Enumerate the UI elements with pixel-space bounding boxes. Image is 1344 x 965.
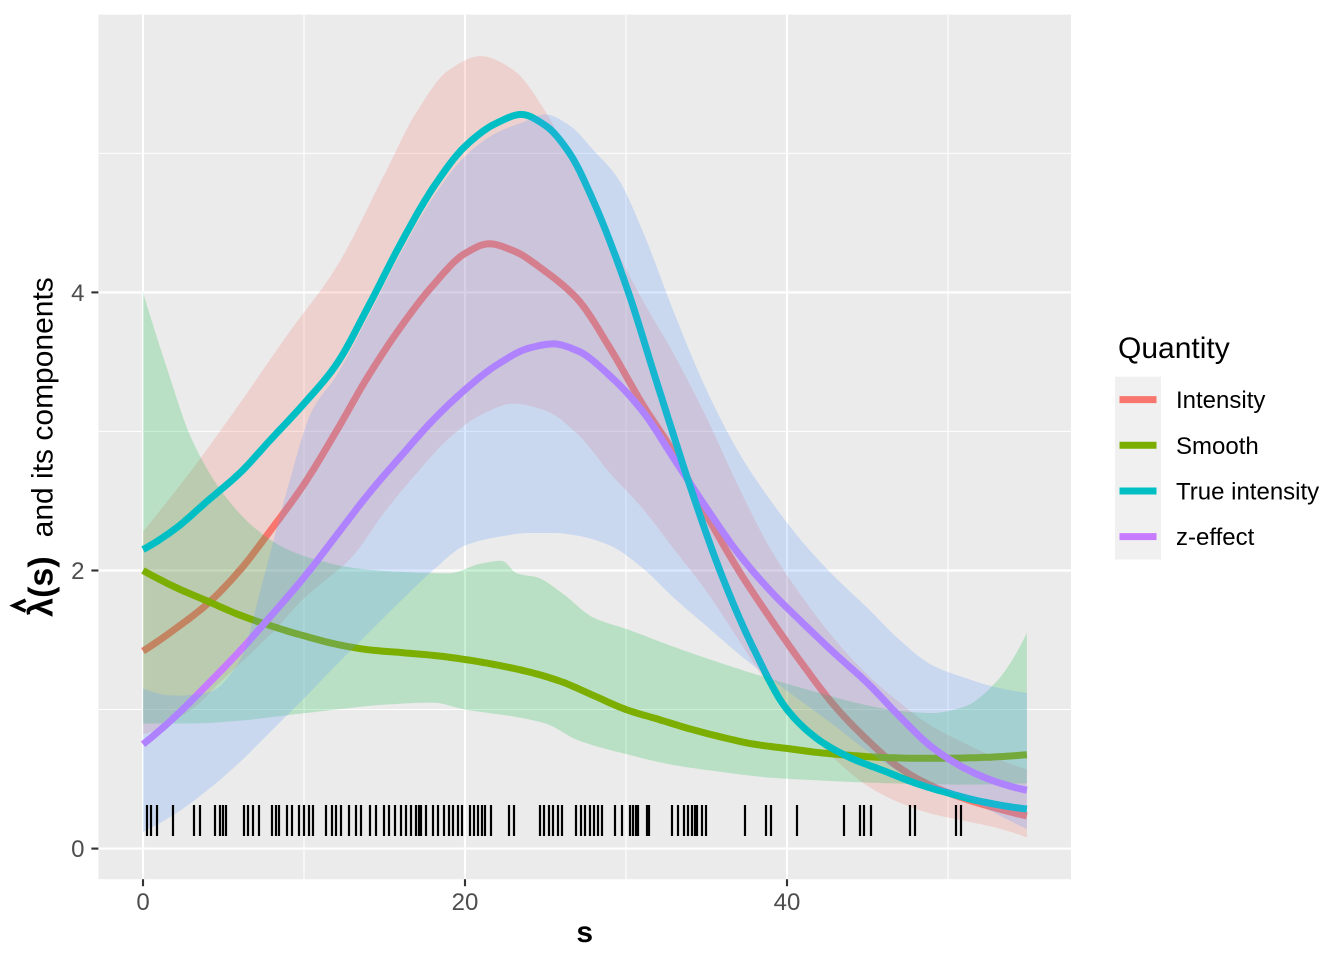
svg-text:Intensity: Intensity: [1176, 387, 1265, 414]
svg-text:Smooth: Smooth: [1176, 433, 1259, 460]
svg-text:λ(s)and its components: λ(s)and its components: [22, 277, 60, 617]
svg-text:0: 0: [136, 889, 149, 916]
svg-text:Quantity: Quantity: [1118, 332, 1230, 365]
svg-text:s: s: [576, 916, 593, 949]
svg-text:2: 2: [71, 558, 84, 585]
svg-text:True intensity: True intensity: [1176, 479, 1319, 506]
svg-text:z-effect: z-effect: [1176, 524, 1255, 551]
svg-text:20: 20: [452, 889, 479, 916]
svg-text:4: 4: [71, 280, 84, 307]
svg-text:0: 0: [71, 836, 84, 863]
svg-text:40: 40: [774, 889, 801, 916]
